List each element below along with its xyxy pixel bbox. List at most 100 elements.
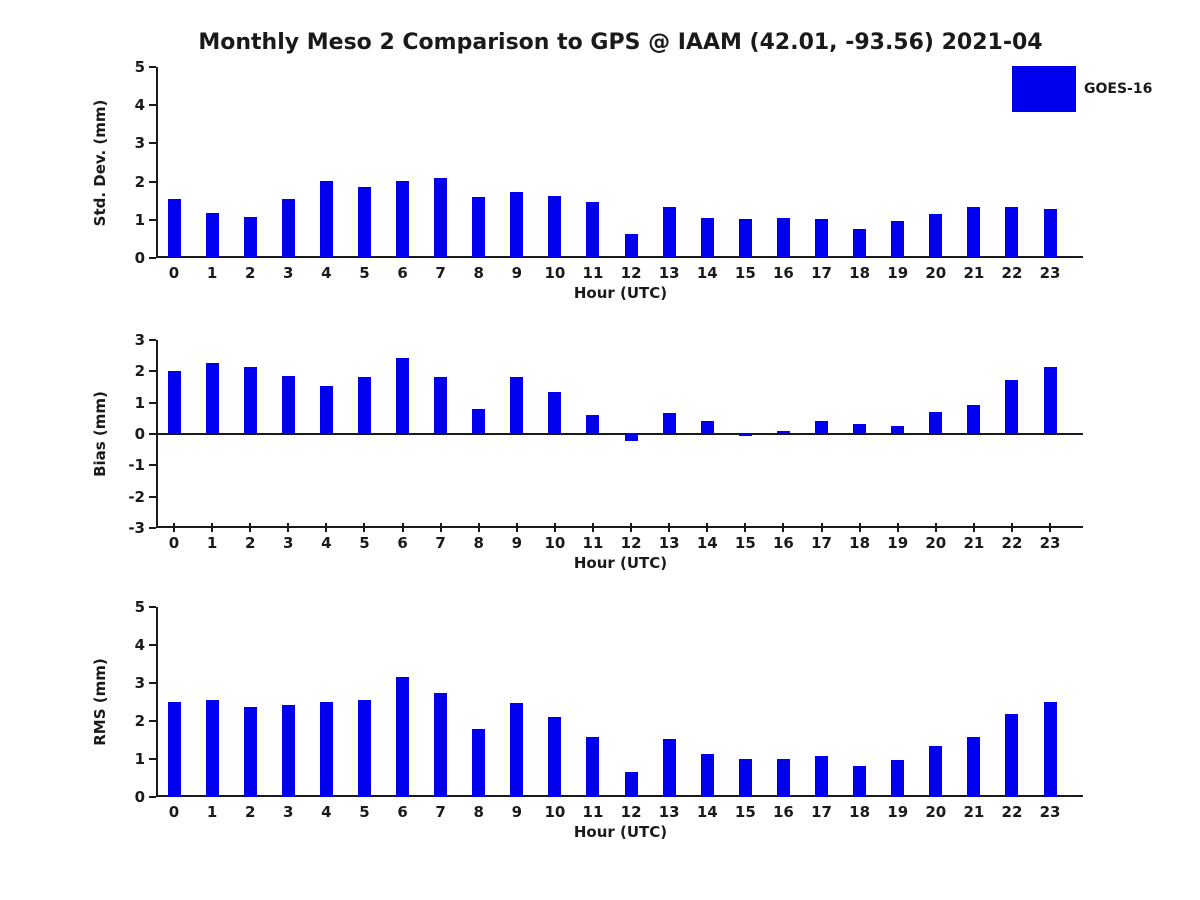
y-tick-label: 1: [134, 210, 145, 229]
x-tick-label: 5: [359, 803, 370, 821]
x-tick-label: 18: [849, 534, 871, 552]
y-tick: [149, 495, 156, 498]
x-tick-label: 6: [397, 803, 408, 821]
bar-hour-1: [205, 212, 219, 258]
y-tick-label: 4: [134, 636, 145, 654]
x-tick-label: 17: [811, 534, 832, 552]
zero-line: [158, 433, 1083, 435]
rms-y-axis-label: RMS (mm): [91, 658, 109, 746]
y-tick-label: 5: [134, 58, 145, 76]
bar-hour-5: [357, 186, 371, 258]
y-tick: [149, 142, 156, 145]
bar-hour-15: [738, 759, 752, 797]
bar-hour-3: [281, 199, 295, 258]
x-tick-label: 0: [168, 264, 180, 282]
y-tick: [149, 339, 156, 341]
y-tick-label: 2: [134, 172, 145, 191]
bar-hour-16: [776, 758, 790, 797]
x-tick-label: 10: [544, 264, 566, 282]
y-tick: [149, 606, 156, 608]
bar-hour-1: [205, 700, 219, 797]
x-tick-label: 14: [696, 264, 718, 282]
bar-hour-6: [396, 181, 410, 258]
bar-hour-8: [472, 729, 486, 797]
bar-hour-12: [624, 234, 638, 258]
stddev-x-axis-label: Hour (UTC): [573, 284, 668, 302]
y-tick-label: -2: [128, 487, 145, 506]
x-tick-label: 20: [925, 534, 947, 552]
y-tick-label: -1: [128, 456, 145, 475]
bar-hour-15: [738, 219, 752, 258]
x-tick: [173, 523, 175, 532]
stddev-bottom-spine: [156, 256, 1083, 258]
bar-hour-0: [167, 199, 181, 258]
bar-hour-16: [776, 431, 790, 434]
x-tick-label: 13: [658, 534, 680, 552]
x-tick-label: 9: [511, 264, 523, 282]
x-tick-label: 1: [206, 264, 218, 282]
y-tick: [149, 758, 156, 760]
x-tick: [630, 523, 633, 532]
x-tick-label: 7: [435, 264, 446, 282]
x-tick: [477, 523, 480, 532]
y-tick: [149, 401, 156, 404]
x-tick-label: 7: [435, 803, 446, 821]
y-tick: [149, 104, 156, 107]
x-tick: [972, 523, 975, 532]
x-tick-label: 19: [887, 803, 909, 821]
bar-hour-7: [434, 692, 448, 797]
bar-hour-1: [205, 362, 219, 434]
bar-hour-21: [967, 736, 981, 797]
y-tick: [149, 433, 156, 435]
y-tick: [149, 527, 156, 529]
rms-bottom-spine: [156, 795, 1083, 797]
x-tick-label: 21: [963, 264, 985, 282]
bias-x-axis-label: Hour (UTC): [573, 554, 668, 572]
bar-hour-3: [281, 376, 295, 434]
x-tick: [439, 523, 442, 532]
bar-hour-14: [700, 218, 714, 258]
bar-hour-7: [434, 178, 448, 258]
x-tick-label: 8: [473, 534, 484, 552]
y-tick-label: 4: [134, 96, 145, 115]
x-tick-label: 14: [696, 534, 718, 552]
x-tick-label: 23: [1039, 803, 1061, 821]
y-tick-label: 0: [134, 425, 145, 443]
x-tick-label: 16: [773, 803, 794, 821]
x-tick-label: 21: [963, 803, 985, 821]
bar-hour-19: [891, 759, 905, 797]
y-tick: [149, 180, 156, 183]
x-tick-label: 1: [206, 534, 218, 552]
bar-hour-12: [624, 772, 638, 797]
bar-hour-13: [662, 207, 676, 258]
x-tick: [706, 523, 709, 532]
bar-hour-5: [357, 699, 371, 797]
x-tick: [934, 523, 937, 532]
bar-hour-21: [967, 404, 981, 434]
y-tick-label: -3: [128, 519, 145, 537]
x-tick: [896, 523, 899, 532]
x-tick-label: 9: [511, 803, 523, 821]
x-tick-label: 23: [1039, 264, 1061, 282]
bar-hour-18: [853, 423, 867, 434]
x-tick-label: 13: [658, 264, 680, 282]
x-tick-label: 5: [359, 534, 370, 552]
x-tick-label: 4: [321, 264, 332, 282]
bar-hour-23: [1043, 366, 1057, 434]
x-tick-label: 15: [734, 803, 756, 821]
x-tick-label: 2: [244, 264, 256, 282]
y-tick: [149, 796, 156, 798]
x-tick-label: 3: [283, 803, 294, 821]
bar-hour-14: [700, 420, 714, 434]
bar-hour-18: [853, 228, 867, 258]
bar-hour-9: [510, 191, 524, 258]
y-tick: [149, 66, 156, 68]
x-tick-label: 6: [397, 264, 408, 282]
x-tick-label: 2: [244, 534, 256, 552]
x-tick: [820, 523, 823, 532]
x-tick-label: 1: [206, 803, 218, 821]
bar-hour-3: [281, 705, 295, 797]
bar-hour-4: [319, 181, 333, 258]
x-tick-label: 12: [620, 264, 642, 282]
bar-hour-2: [243, 216, 257, 258]
